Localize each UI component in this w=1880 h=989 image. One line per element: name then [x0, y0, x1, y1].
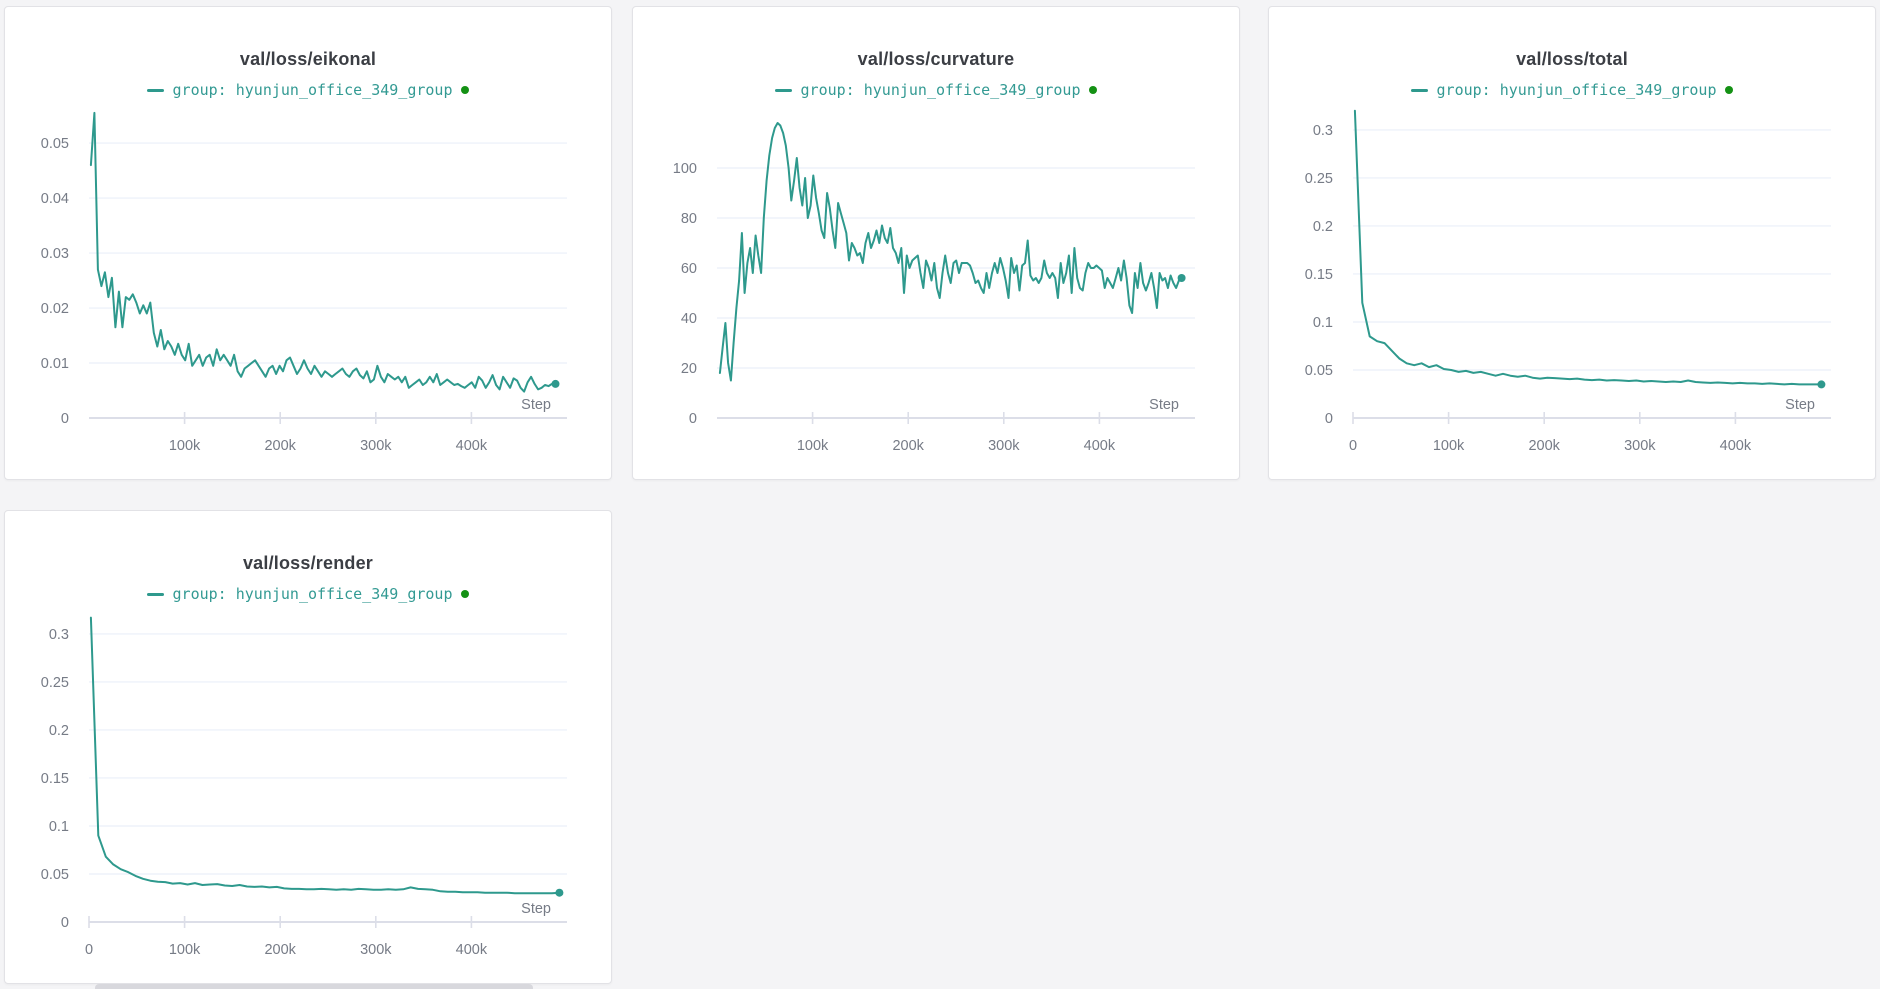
y-tick-label: 0.02 [41, 301, 69, 317]
x-tick-label: 200k [892, 438, 924, 454]
y-tick-label: 0.2 [49, 723, 69, 739]
chart-panel-val-loss-total[interactable]: val/loss/total group: hyunjun_office_349… [1268, 6, 1876, 480]
legend-line-icon [774, 88, 792, 92]
series-line[interactable] [89, 111, 557, 393]
y-tick-label: 0.05 [41, 136, 69, 152]
chart-plot-area[interactable]: 0 0.05 0.1 0.15 0.2 0.25 0.3 0 100k 200k 300k 400k S… [5, 511, 613, 985]
y-tick-label: 0.3 [1313, 123, 1333, 139]
y-tick-label: 40 [681, 311, 697, 327]
x-axis-label: Step [521, 901, 551, 917]
chart-title: val/loss/total [1516, 49, 1628, 69]
series-line[interactable] [89, 616, 561, 895]
x-tick-label: 300k [988, 438, 1020, 454]
y-tick-label: 0.2 [1313, 219, 1333, 235]
x-tick-label: 100k [797, 438, 829, 454]
legend-run-state-dot-icon [461, 86, 470, 94]
x-tick-label: 200k [1528, 438, 1560, 454]
x-tick-label: 400k [1084, 438, 1116, 454]
y-tick-label: 0 [61, 411, 69, 427]
y-tick-label: 0.1 [1313, 315, 1333, 331]
legend-line-icon [146, 88, 164, 92]
legend-run-state-dot-icon [1725, 86, 1734, 94]
chart-panel-val-loss-curvature[interactable]: val/loss/curvature group: hyunjun_office… [632, 6, 1240, 480]
x-tick-label: 400k [456, 942, 488, 958]
series-line[interactable] [1353, 109, 1823, 386]
y-tick-label: 0 [61, 915, 69, 931]
series-end-dot[interactable] [1817, 380, 1826, 389]
y-tick-label: 100 [673, 161, 697, 177]
legend-line-icon [1410, 88, 1428, 92]
x-tick-label: 300k [360, 438, 392, 454]
legend-run-state-dot-icon [1089, 86, 1098, 94]
y-tick-label: 80 [681, 211, 697, 227]
y-tick-label: 0.05 [41, 867, 69, 883]
y-tick-label: 0.25 [1305, 171, 1333, 187]
y-tick-label: 0.03 [41, 246, 69, 262]
x-tick-label: 200k [264, 942, 296, 958]
legend-label: group: hyunjun_office_349_group [800, 81, 1081, 99]
y-tick-label: 0.1 [49, 819, 69, 835]
y-tick-label: 20 [681, 361, 697, 377]
x-tick-label: 100k [169, 942, 201, 958]
x-tick-label: 100k [169, 438, 201, 454]
x-tick-label: 300k [1624, 438, 1656, 454]
chart-plot-area[interactable]: 0 0.05 0.1 0.15 0.2 0.25 0.3 0 100k 200k 300k 400k S… [1269, 7, 1877, 481]
x-axis-label: Step [1149, 397, 1179, 413]
x-tick-label: 400k [1720, 438, 1752, 454]
x-tick-label: 100k [1433, 438, 1465, 454]
y-tick-label: 0 [689, 411, 697, 427]
x-axis-label: Step [521, 397, 551, 413]
y-tick-label: 0.3 [49, 627, 69, 643]
chart-panel-val-loss-render[interactable]: val/loss/render group: hyunjun_office_34… [4, 510, 612, 984]
chart-legend[interactable]: group: hyunjun_office_349_group [5, 585, 611, 603]
next-panel-top-edge [95, 984, 533, 989]
chart-title: val/loss/eikonal [239, 49, 377, 69]
legend-label: group: hyunjun_office_349_group [1436, 81, 1717, 99]
y-tick-label: 60 [681, 261, 697, 277]
chart-legend[interactable]: group: hyunjun_office_349_group [5, 81, 611, 99]
chart-legend[interactable]: group: hyunjun_office_349_group [1269, 81, 1875, 99]
x-tick-label: 400k [456, 438, 488, 454]
chart-panel-val-loss-eikonal[interactable]: val/loss/eikonal group: hyunjun_office_3… [4, 6, 612, 480]
x-tick-label: 0 [1349, 438, 1357, 454]
legend-run-state-dot-icon [461, 590, 470, 598]
x-tick-label: 200k [264, 438, 296, 454]
chart-plot-area[interactable]: 0 0.01 0.02 0.03 0.04 0.05 100k 200k 300k 400k Ste… [5, 7, 613, 481]
y-tick-label: 0.15 [1305, 267, 1333, 283]
series-end-dot[interactable] [1177, 274, 1186, 282]
chart-title: val/loss/curvature [857, 49, 1015, 69]
series-end-dot[interactable] [551, 379, 560, 388]
series-end-dot[interactable] [555, 888, 564, 897]
x-axis-label: Step [1785, 397, 1815, 413]
legend-line-icon [146, 592, 164, 596]
chart-legend[interactable]: group: hyunjun_office_349_group [633, 81, 1239, 99]
y-tick-label: 0.01 [41, 356, 69, 372]
y-tick-label: 0 [1325, 411, 1333, 427]
chart-title: val/loss/render [242, 553, 374, 573]
y-tick-label: 0.25 [41, 675, 69, 691]
y-tick-label: 0.05 [1305, 363, 1333, 379]
legend-label: group: hyunjun_office_349_group [172, 585, 453, 603]
y-tick-label: 0.15 [41, 771, 69, 787]
chart-plot-area[interactable]: 0 20 40 60 80 100 100k 200k 300k 400k Step [633, 7, 1241, 481]
x-tick-label: 300k [360, 942, 392, 958]
legend-label: group: hyunjun_office_349_group [172, 81, 453, 99]
y-tick-label: 0.04 [41, 191, 69, 207]
series-line[interactable] [718, 122, 1183, 382]
x-tick-label: 0 [85, 942, 93, 958]
